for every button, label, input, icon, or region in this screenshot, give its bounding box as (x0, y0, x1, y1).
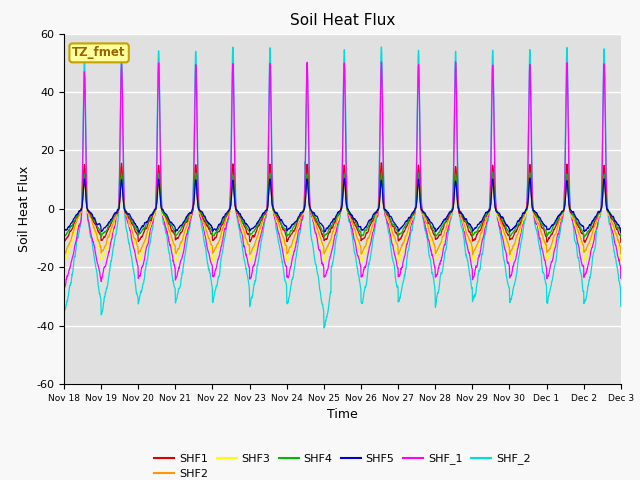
X-axis label: Time: Time (327, 408, 358, 421)
Text: TZ_fmet: TZ_fmet (72, 47, 126, 60)
Legend: SHF1, SHF2, SHF3, SHF4, SHF5, SHF_1, SHF_2: SHF1, SHF2, SHF3, SHF4, SHF5, SHF_1, SHF… (150, 449, 535, 480)
Title: Soil Heat Flux: Soil Heat Flux (290, 13, 395, 28)
Y-axis label: Soil Heat Flux: Soil Heat Flux (17, 166, 31, 252)
